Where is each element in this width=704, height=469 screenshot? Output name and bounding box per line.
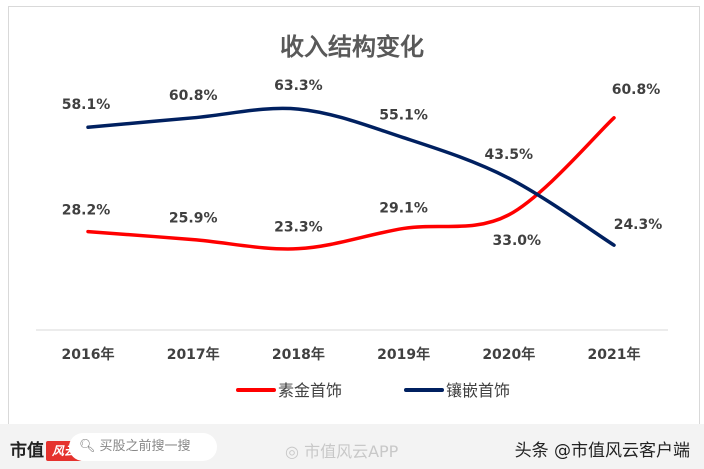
brand-name: 市值 [10,441,44,461]
search-icon: 🔍︎ [79,439,96,454]
data-label: 33.0% [493,233,542,249]
data-label: 24.3% [614,217,663,233]
search-input[interactable]: 🔍︎ 买股之前搜一搜 [69,433,217,461]
x-tick-label: 2020年 [482,346,535,363]
line-chart: 收入结构变化 2016年 2017年 2018年 2019年 2020年 2021年 28… [36,33,668,400]
data-label: 60.8% [169,88,218,104]
toutiao-attribution: 头条 @市值风云客户端 [514,441,690,461]
x-tick-label: 2018年 [272,346,325,363]
data-label: 25.9% [169,211,218,227]
data-label: 23.3% [274,220,323,236]
weibo-icon: ◎ [285,442,299,461]
x-tick-label: 2017年 [167,346,220,363]
data-label: 28.2% [62,203,111,219]
x-tick-label: 2019年 [377,346,430,363]
data-label: 43.5% [485,147,534,163]
chart-title: 收入结构变化 [280,33,424,61]
legend-label: 素金首饰 [278,381,342,400]
search-placeholder: 买股之前搜一搜 [99,439,191,454]
data-label: 60.8% [612,82,661,98]
weibo-watermark: ◎ 市值风云APP [285,438,398,462]
data-label: 58.1% [62,97,111,113]
footer-bar: 市值 风云 🔍︎ 买股之前搜一搜 ◎ 市值风云APP 头条 @市值风云客户端 [0,424,704,469]
data-label: 63.3% [274,78,323,94]
series-line-inlay [86,106,616,247]
x-tick-label: 2016年 [62,346,115,363]
legend-label: 镶嵌首饰 [446,381,510,400]
weibo-account: 市值风云APP [304,442,399,461]
chart-frame [8,6,700,428]
x-tick-label: 2021年 [588,346,641,363]
series-line-plain-gold [86,116,616,251]
data-label: 55.1% [379,108,428,124]
data-label: 29.1% [379,200,428,216]
